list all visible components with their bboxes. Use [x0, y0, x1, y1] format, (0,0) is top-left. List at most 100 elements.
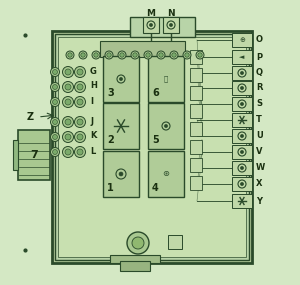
Text: J: J	[90, 117, 93, 125]
Text: N: N	[167, 9, 175, 17]
Circle shape	[50, 82, 59, 91]
Text: X: X	[256, 180, 262, 188]
Text: M: M	[146, 9, 155, 17]
Text: T: T	[256, 115, 262, 125]
Circle shape	[77, 119, 83, 125]
Text: 3: 3	[107, 88, 114, 98]
Circle shape	[183, 51, 191, 59]
Bar	[130, 17, 195, 37]
Circle shape	[240, 72, 244, 75]
Circle shape	[52, 99, 58, 105]
Circle shape	[52, 135, 58, 139]
Text: G: G	[90, 66, 97, 76]
Circle shape	[62, 146, 74, 158]
Circle shape	[52, 150, 58, 154]
Circle shape	[74, 131, 86, 142]
Bar	[232, 81, 252, 95]
Circle shape	[62, 66, 74, 78]
Circle shape	[79, 51, 87, 59]
Circle shape	[185, 53, 189, 57]
Bar	[163, 17, 179, 33]
Bar	[232, 97, 252, 111]
Bar	[190, 122, 202, 136]
Bar	[232, 66, 252, 80]
Circle shape	[77, 84, 83, 90]
Circle shape	[77, 149, 83, 155]
Circle shape	[240, 166, 244, 170]
Bar	[58, 37, 246, 257]
Circle shape	[65, 69, 71, 75]
Circle shape	[144, 51, 152, 59]
Bar	[13, 140, 18, 170]
Bar	[52, 31, 252, 263]
Circle shape	[74, 82, 86, 93]
Bar	[190, 140, 202, 154]
Circle shape	[169, 23, 172, 27]
Text: Q: Q	[256, 68, 263, 78]
Bar	[232, 129, 252, 143]
Circle shape	[240, 150, 244, 154]
Text: R: R	[256, 84, 262, 93]
Bar	[110, 255, 160, 263]
Bar	[120, 261, 150, 271]
Circle shape	[240, 86, 244, 89]
Circle shape	[198, 53, 202, 57]
Circle shape	[50, 148, 59, 156]
Circle shape	[240, 102, 244, 106]
Bar	[232, 177, 252, 191]
Bar	[103, 103, 139, 149]
Text: 4: 4	[152, 183, 159, 193]
Circle shape	[74, 117, 86, 127]
Circle shape	[65, 119, 71, 125]
Text: 🔒: 🔒	[164, 76, 168, 82]
Bar	[190, 104, 202, 118]
Circle shape	[65, 134, 71, 140]
Text: 6: 6	[152, 88, 159, 98]
Bar	[103, 151, 139, 197]
Text: S: S	[256, 99, 262, 109]
Circle shape	[65, 84, 71, 90]
Circle shape	[50, 117, 59, 127]
Text: O: O	[256, 36, 263, 44]
Circle shape	[50, 68, 59, 76]
Text: H: H	[90, 82, 97, 91]
Bar	[190, 50, 202, 64]
Text: 1: 1	[107, 183, 114, 193]
Circle shape	[52, 70, 58, 74]
Circle shape	[94, 53, 98, 57]
Bar	[168, 235, 182, 249]
Text: Y: Y	[256, 196, 262, 205]
Text: W: W	[256, 164, 265, 172]
Circle shape	[146, 53, 150, 57]
Text: P: P	[256, 52, 262, 62]
Circle shape	[240, 182, 244, 186]
Text: ◄: ◄	[239, 54, 245, 60]
Circle shape	[172, 53, 176, 57]
Circle shape	[66, 51, 74, 59]
Text: 2: 2	[107, 135, 114, 145]
Circle shape	[74, 97, 86, 107]
Bar	[190, 158, 202, 172]
Circle shape	[170, 51, 178, 59]
Circle shape	[65, 99, 71, 105]
Circle shape	[120, 53, 124, 57]
Circle shape	[74, 66, 86, 78]
Text: ⊕: ⊕	[239, 37, 245, 43]
Bar	[190, 176, 202, 190]
Bar	[232, 194, 252, 208]
Circle shape	[65, 149, 71, 155]
Bar	[18, 130, 50, 180]
Text: I: I	[90, 97, 93, 105]
Circle shape	[132, 237, 144, 249]
Circle shape	[81, 53, 85, 57]
Bar	[190, 86, 202, 100]
Circle shape	[240, 135, 244, 138]
Text: V: V	[256, 148, 262, 156]
Circle shape	[149, 23, 153, 27]
Circle shape	[62, 117, 74, 127]
Circle shape	[105, 51, 113, 59]
Circle shape	[131, 51, 139, 59]
Text: U: U	[256, 131, 263, 141]
Text: K: K	[90, 131, 96, 141]
Bar	[232, 161, 252, 175]
